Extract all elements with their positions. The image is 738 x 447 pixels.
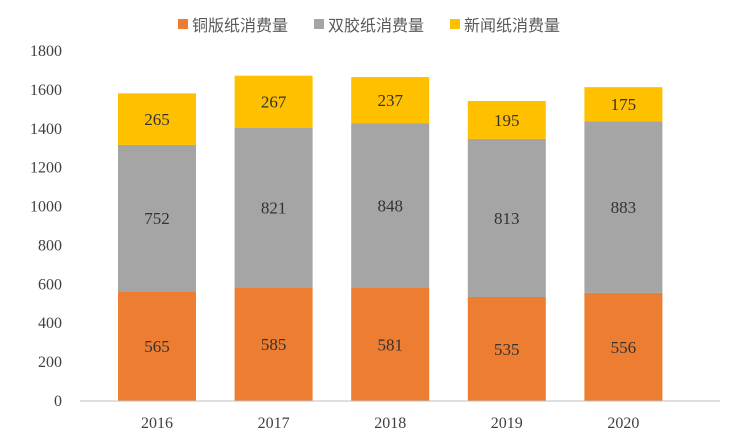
bar-segment (234, 75, 313, 128)
y-tick-label: 400 (38, 315, 62, 332)
data-label: 265 (144, 110, 170, 129)
legend: 铜版纸消费量 双胶纸消费量 新闻纸消费量 (0, 12, 738, 36)
y-tick-label: 200 (38, 354, 62, 371)
x-tick-label: 2019 (491, 415, 523, 432)
data-label: 883 (611, 198, 637, 217)
x-tick-label: 2017 (258, 415, 290, 432)
legend-label: 双胶纸消费量 (327, 16, 424, 35)
y-tick-label: 800 (38, 237, 62, 254)
legend-swatch (450, 19, 460, 29)
x-tick-label: 2020 (607, 415, 639, 432)
bar-segment (118, 144, 196, 292)
data-label: 267 (261, 93, 287, 112)
data-label: 848 (377, 197, 403, 216)
legend-label: 新闻纸消费量 (464, 16, 561, 35)
y-tick-label: 0 (54, 393, 62, 410)
bar-segment (118, 291, 196, 401)
data-label: 565 (144, 337, 170, 356)
data-label: 813 (494, 209, 520, 228)
data-label: 752 (144, 209, 170, 228)
bar-segment (584, 292, 663, 401)
data-label: 821 (261, 198, 287, 217)
x-tick-label: 2018 (374, 415, 406, 432)
legend-swatch (313, 19, 324, 29)
y-tick-label: 600 (38, 276, 62, 293)
bar-segment (234, 127, 313, 288)
legend-label: 铜版纸消费量 (191, 16, 288, 35)
legend-item-newsprint: 新闻纸消费量 (450, 12, 560, 36)
bar-segment (584, 121, 663, 293)
data-label: 175 (611, 95, 637, 114)
bar-segment (467, 138, 546, 297)
bar-segment (584, 87, 663, 122)
data-label: 195 (494, 111, 520, 130)
data-label: 237 (377, 91, 403, 110)
bar-segment (234, 287, 313, 401)
bar-segment (351, 77, 430, 124)
data-label: 556 (611, 338, 637, 357)
bar-segment (467, 100, 546, 139)
data-label: 585 (261, 335, 287, 354)
data-label: 581 (377, 336, 403, 355)
data-label: 535 (494, 340, 520, 359)
bar-segment (467, 296, 546, 401)
legend-item-coated: 铜版纸消费量 (177, 12, 288, 36)
bar-segment (118, 93, 196, 145)
y-tick-label: 1600 (30, 82, 62, 99)
y-tick-label: 1800 (30, 43, 62, 60)
y-tick-label: 1000 (30, 199, 62, 216)
legend-item-offset: 双胶纸消费量 (313, 12, 424, 36)
y-tick-label: 1400 (30, 121, 62, 138)
bar-segment (351, 288, 430, 401)
bar-segment (351, 123, 430, 289)
legend-swatch (177, 19, 188, 29)
x-tick-label: 2016 (141, 415, 173, 432)
y-tick-label: 1200 (30, 160, 62, 177)
